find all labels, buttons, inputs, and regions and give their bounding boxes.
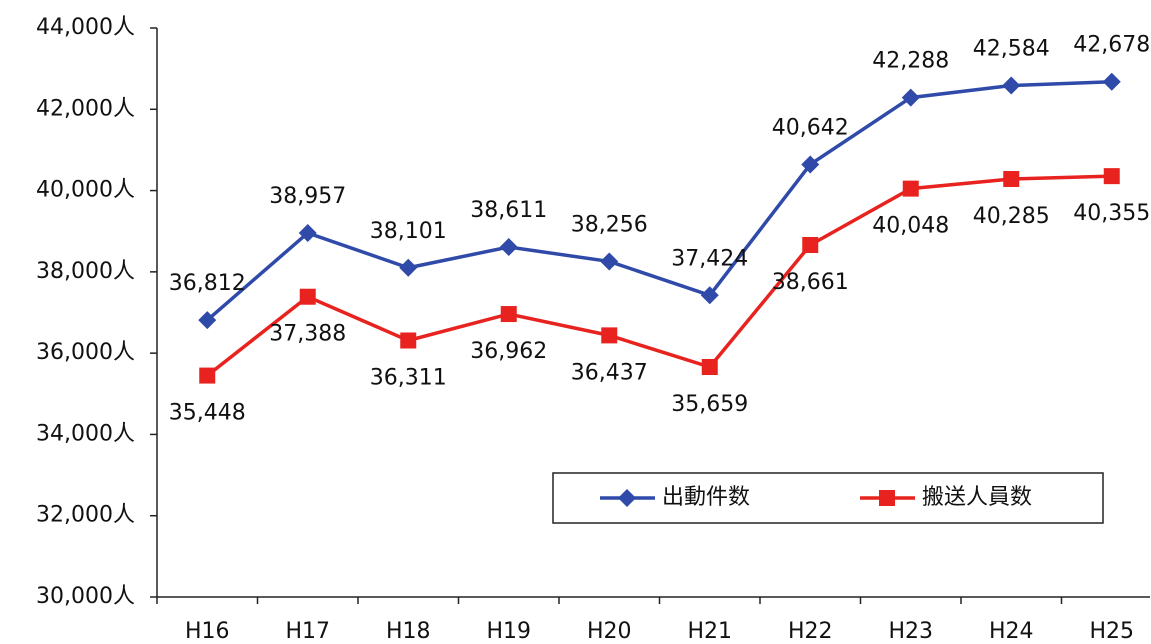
- point: [700, 286, 719, 305]
- y-tick-label: 36,000人: [36, 340, 135, 365]
- point: [499, 238, 518, 257]
- data-label: 42,678: [1073, 33, 1150, 58]
- x-tick-label: H19: [486, 619, 531, 644]
- x-tick-label: H20: [587, 619, 632, 644]
- data-label: 36,311: [370, 366, 447, 391]
- y-tick-label: 32,000人: [36, 503, 135, 528]
- x-tick-label: H21: [687, 619, 732, 644]
- point: [299, 288, 316, 305]
- data-label: 38,611: [470, 198, 547, 223]
- data-label: 42,288: [872, 49, 949, 74]
- y-tick-label: 34,000人: [36, 421, 135, 446]
- data-label: 38,661: [772, 270, 849, 295]
- legend-marker: [879, 490, 895, 506]
- data-label: 35,659: [671, 392, 748, 417]
- data-label: 38,256: [571, 212, 648, 237]
- data-label: 40,048: [872, 214, 949, 239]
- x-tick-label: H23: [888, 619, 933, 644]
- x-tick-label: H17: [285, 619, 330, 644]
- x-tick-label: H16: [185, 619, 230, 644]
- y-tick-label: 40,000人: [36, 178, 135, 203]
- point: [1103, 168, 1120, 185]
- data-label: 38,957: [269, 184, 346, 209]
- point: [902, 180, 919, 197]
- data-label: 36,437: [571, 360, 648, 385]
- point: [1003, 170, 1020, 187]
- data-label: 40,642: [772, 115, 849, 140]
- y-tick-label: 42,000人: [36, 96, 135, 121]
- point: [199, 367, 216, 384]
- y-tick-label: 30,000人: [36, 584, 135, 609]
- y-tick-label: 44,000人: [36, 15, 135, 40]
- data-label: 40,285: [973, 204, 1050, 229]
- point: [1002, 76, 1021, 95]
- series-line: [206, 79, 1112, 322]
- x-tick-label: H25: [1089, 619, 1134, 644]
- data-label: 37,388: [269, 322, 346, 347]
- data-label: 42,584: [973, 37, 1050, 62]
- x-tick-label: H24: [989, 619, 1034, 644]
- data-label: 36,962: [470, 339, 547, 364]
- point: [600, 252, 619, 271]
- data-label: 35,448: [169, 401, 246, 426]
- point: [901, 88, 920, 107]
- y-tick-label: 38,000人: [36, 259, 135, 284]
- point: [601, 327, 618, 344]
- data-label: 40,355: [1073, 201, 1150, 226]
- x-tick-label: H22: [788, 619, 833, 644]
- data-label: 38,101: [370, 219, 447, 244]
- point: [1102, 72, 1121, 91]
- point: [500, 306, 517, 323]
- x-tick-label: H18: [386, 619, 431, 644]
- point: [298, 223, 317, 242]
- point: [801, 155, 820, 174]
- point: [701, 359, 718, 376]
- data-label: 36,812: [169, 271, 246, 296]
- point: [399, 258, 418, 277]
- data-label: 37,424: [671, 246, 748, 271]
- legend-label: 出動件数: [662, 485, 750, 510]
- legend-label: 搬送人員数: [922, 485, 1032, 510]
- legend-marker: [618, 489, 636, 507]
- series-line: [206, 174, 1112, 377]
- point: [400, 332, 417, 349]
- point: [198, 311, 217, 330]
- point: [802, 236, 819, 253]
